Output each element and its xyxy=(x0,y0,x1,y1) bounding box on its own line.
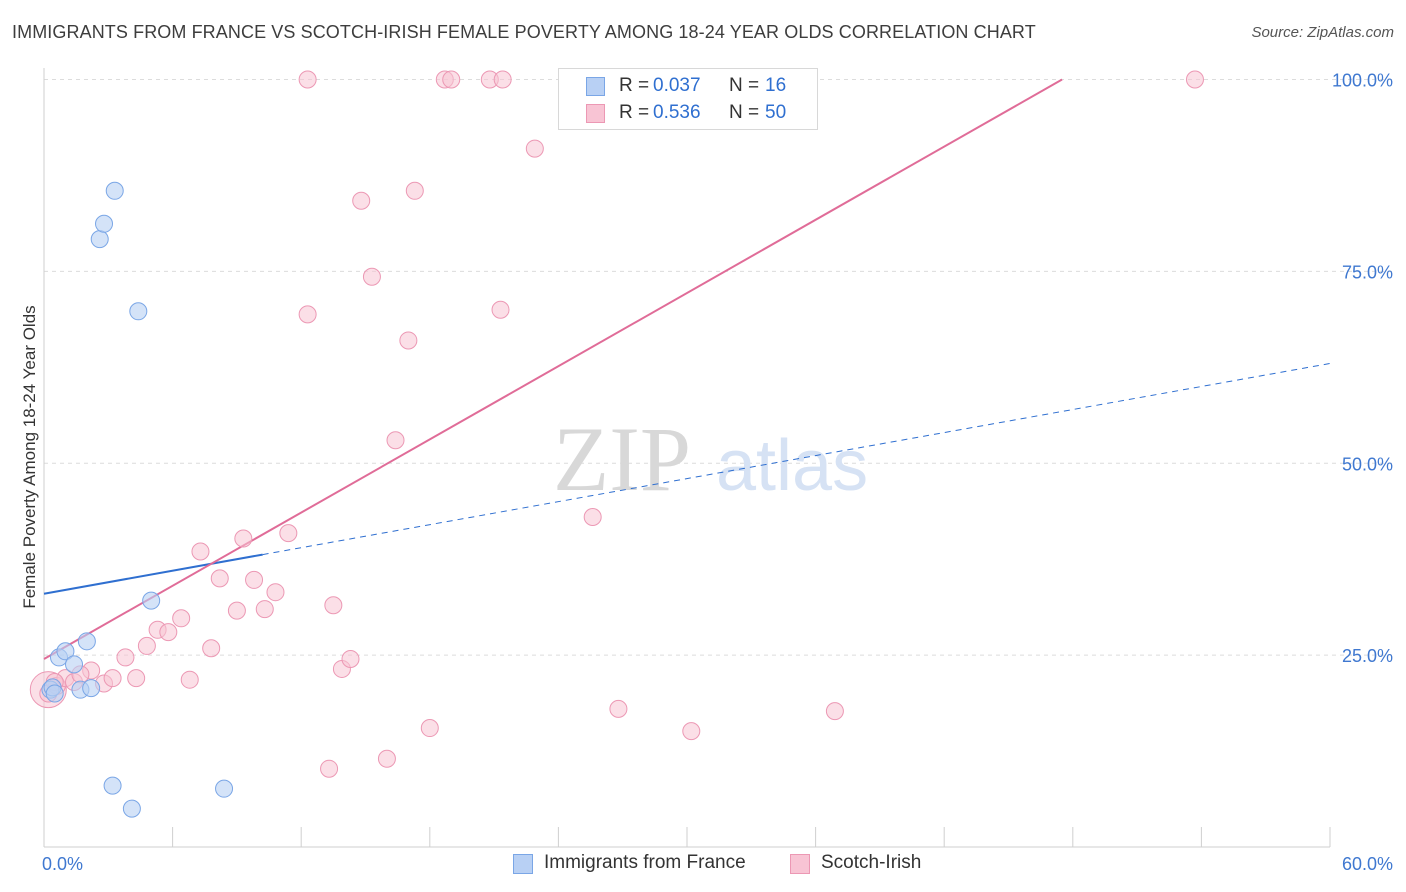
data-point-france xyxy=(142,591,161,610)
data-point-scotch-irish xyxy=(420,719,439,738)
data-point-france xyxy=(65,655,84,674)
data-point-scotch-irish xyxy=(279,524,298,543)
legend-label-scotch: Scotch-Irish xyxy=(821,852,922,873)
data-point-scotch-irish xyxy=(1185,70,1204,89)
data-point-france xyxy=(129,302,148,321)
legend-n-value: 50 xyxy=(765,102,787,123)
data-point-scotch-irish xyxy=(341,649,360,668)
data-point-scotch-irish xyxy=(324,596,343,615)
data-point-scotch-irish xyxy=(386,431,405,450)
data-point-scotch-irish xyxy=(255,600,274,619)
x-tick-label: 0.0% xyxy=(42,854,83,874)
data-point-scotch-irish xyxy=(202,639,221,658)
data-point-scotch-irish xyxy=(172,609,191,628)
legend-swatch-scotch xyxy=(790,854,810,874)
legend-row-france: R = 0.037 N = 16 xyxy=(559,73,817,100)
y-axis-title: Female Poverty Among 18-24 Year Olds xyxy=(20,305,39,608)
watermark-zip: ZIP xyxy=(553,408,691,510)
data-point-scotch-irish xyxy=(227,601,246,620)
data-point-france xyxy=(95,214,114,233)
legend-n-value: 16 xyxy=(765,75,787,96)
legend-label-france: Immigrants from France xyxy=(544,852,746,873)
watermark-atlas: atlas xyxy=(716,426,868,506)
data-point-scotch-irish xyxy=(493,70,512,89)
data-point-scotch-irish xyxy=(491,300,510,319)
legend-r-value: 0.536 xyxy=(653,102,701,123)
legend-n-label: N = xyxy=(729,102,760,123)
y-tick-label: 50.0% xyxy=(1342,454,1393,474)
trend-lines xyxy=(43,78,1331,660)
data-point-scotch-irish xyxy=(320,759,339,778)
data-point-scotch-irish xyxy=(682,722,701,741)
data-point-france xyxy=(90,230,109,249)
legend-swatch-scotch xyxy=(586,104,605,123)
data-point-scotch-irish xyxy=(298,305,317,324)
data-point-scotch-irish xyxy=(234,529,253,548)
chart-title: IMMIGRANTS FROM FRANCE VS SCOTCH-IRISH F… xyxy=(12,22,1036,42)
y-tick-label: 25.0% xyxy=(1342,646,1393,666)
legend-n-label: N = xyxy=(729,75,760,96)
data-point-scotch-irish xyxy=(362,267,381,286)
data-point-scotch-irish xyxy=(191,542,210,561)
data-point-scotch-irish xyxy=(180,670,199,689)
data-point-france xyxy=(82,679,101,698)
data-point-france xyxy=(45,684,64,703)
data-point-scotch-irish xyxy=(352,191,371,210)
data-point-scotch-irish xyxy=(399,331,418,350)
data-points xyxy=(29,70,1204,818)
data-point-scotch-irish xyxy=(159,623,178,642)
data-point-scotch-irish xyxy=(442,70,461,89)
data-point-france xyxy=(103,776,122,795)
trend-line-scotch-irish xyxy=(43,78,1063,660)
watermark: ZIP atlas xyxy=(553,408,868,510)
trend-line-france-extension xyxy=(262,362,1331,556)
axis-labels: 25.0% 50.0% 75.0% 100.0% 0.0% 60.0% Female Pov… xyxy=(20,71,1393,874)
data-point-scotch-irish xyxy=(377,749,396,768)
legend-r-label: R = xyxy=(619,102,650,123)
data-point-france xyxy=(215,779,234,798)
data-point-scotch-irish xyxy=(609,699,628,718)
grid-lines xyxy=(44,79,1392,656)
trend-line-france xyxy=(43,553,263,595)
legend-r-value: 0.037 xyxy=(653,75,701,96)
correlation-legend: R = 0.037 N = 16 R = 0.536 N = 50 xyxy=(558,68,818,130)
data-point-france xyxy=(56,642,75,661)
legend-row-scotch: R = 0.536 N = 50 xyxy=(559,100,817,127)
legend-r-label: R = xyxy=(619,75,650,96)
data-point-france xyxy=(77,632,96,651)
data-point-scotch-irish xyxy=(210,569,229,588)
data-point-scotch-irish xyxy=(525,139,544,158)
data-point-scotch-irish xyxy=(825,702,844,721)
y-tick-label: 75.0% xyxy=(1342,262,1393,282)
y-tick-label: 100.0% xyxy=(1332,71,1393,91)
data-point-scotch-irish xyxy=(405,181,424,200)
data-point-france xyxy=(122,799,141,818)
x-tick-label: 60.0% xyxy=(1342,854,1393,874)
legend-swatch-france xyxy=(513,854,533,874)
data-point-scotch-irish xyxy=(266,583,285,602)
data-point-scotch-irish xyxy=(245,570,264,589)
data-point-scotch-irish xyxy=(103,669,122,688)
data-point-scotch-irish xyxy=(583,507,602,526)
axes xyxy=(43,68,1331,848)
data-point-scotch-irish xyxy=(298,70,317,89)
data-point-scotch-irish xyxy=(137,636,156,655)
chart-source: Source: ZipAtlas.com xyxy=(1251,24,1394,41)
data-point-france xyxy=(105,181,124,200)
data-point-scotch-irish xyxy=(127,669,146,688)
data-point-scotch-irish xyxy=(116,648,135,667)
legend-swatch-france xyxy=(586,77,605,96)
